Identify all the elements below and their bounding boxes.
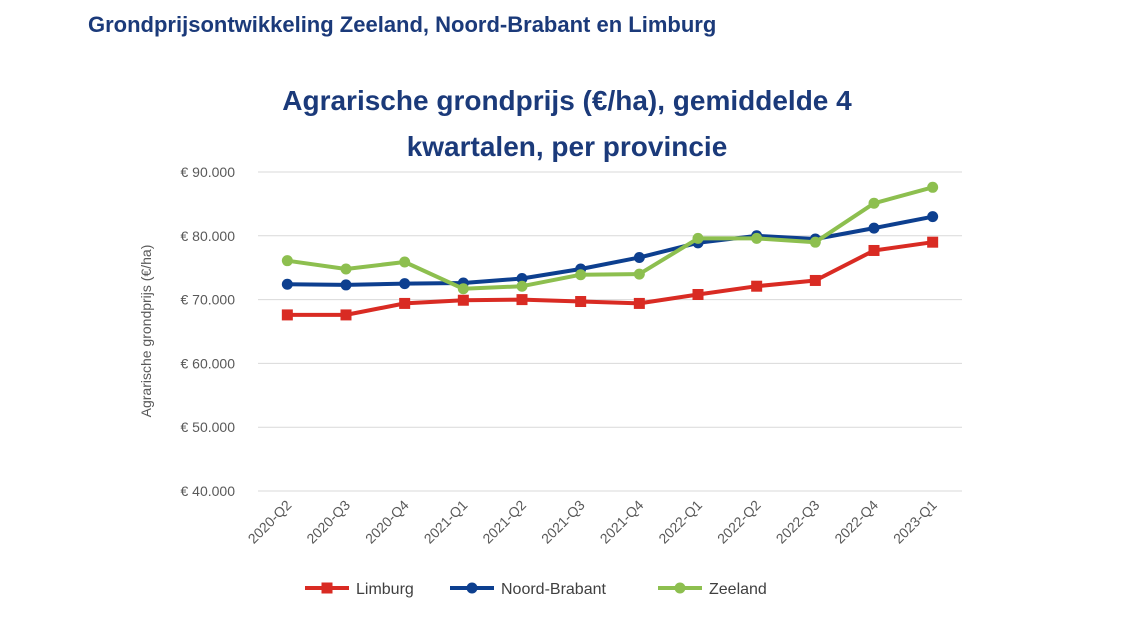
legend-marker-zeeland: [674, 582, 686, 594]
data-point-limburg: [751, 280, 763, 292]
chart-title: Agrarische grondprijs (€/ha), gemiddelde…: [282, 85, 852, 162]
x-tick-label: 2021-Q1: [421, 497, 471, 547]
data-point-noord-brabant: [281, 278, 293, 290]
chart-title-line: Agrarische grondprijs (€/ha), gemiddelde…: [282, 85, 852, 116]
x-tick-label: 2022-Q2: [714, 497, 764, 547]
data-point-limburg: [281, 309, 293, 321]
y-axis-title: Agrarische grondprijs (€/ha): [138, 245, 154, 418]
legend-marker-noord-brabant: [466, 582, 478, 594]
x-tick-label: 2021-Q3: [538, 497, 588, 547]
data-point-zeeland: [281, 255, 293, 267]
data-point-limburg: [633, 297, 645, 309]
data-point-zeeland: [751, 232, 763, 244]
x-tick-label: 2020-Q4: [362, 497, 412, 547]
y-tick-label: € 90.000: [181, 164, 236, 180]
x-tick-label: 2020-Q3: [303, 497, 353, 547]
data-point-limburg: [457, 294, 469, 306]
data-point-noord-brabant: [516, 273, 528, 285]
y-tick-label: € 50.000: [181, 419, 236, 435]
legend-label-noord-brabant: Noord-Brabant: [501, 581, 607, 598]
data-point-zeeland: [868, 197, 880, 209]
data-point-limburg: [927, 236, 939, 248]
data-point-limburg: [809, 274, 821, 286]
chart-legend: Limburg Noord-Brabant Zeeland: [305, 581, 767, 598]
data-point-limburg: [692, 288, 704, 300]
data-point-noord-brabant: [633, 251, 645, 263]
data-point-zeeland: [516, 280, 528, 292]
x-axis-ticks: 2020-Q2 2020-Q3 2020-Q4 2021-Q1 2021-Q2 2021-…: [245, 497, 940, 547]
data-point-zeeland: [692, 232, 704, 244]
x-tick-label: 2022-Q1: [655, 497, 705, 547]
chart-series: [281, 181, 939, 321]
data-point-zeeland: [340, 263, 352, 275]
data-point-noord-brabant: [399, 278, 411, 290]
series-line-limburg: [285, 240, 935, 317]
data-point-zeeland: [457, 283, 469, 295]
y-axis-label: Agrarische grondprijs (€/ha): [138, 245, 154, 418]
data-point-limburg: [340, 309, 352, 321]
x-tick-label: 2022-Q4: [831, 497, 881, 547]
legend-label-zeeland: Zeeland: [709, 581, 767, 598]
data-point-noord-brabant: [340, 279, 352, 291]
x-tick-label: 2021-Q2: [479, 497, 529, 547]
data-point-noord-brabant: [868, 222, 880, 234]
y-tick-label: € 70.000: [181, 292, 236, 308]
data-point-zeeland: [927, 181, 939, 193]
y-tick-label: € 60.000: [181, 355, 236, 371]
x-tick-label: 2023-Q1: [890, 497, 940, 547]
data-point-noord-brabant: [927, 211, 939, 223]
y-tick-label: € 40.000: [181, 483, 236, 499]
slide-title: Grondprijsontwikkeling Zeeland, Noord-Br…: [88, 12, 717, 37]
data-point-limburg: [516, 294, 528, 306]
data-point-zeeland: [809, 236, 821, 248]
legend-label-limburg: Limburg: [356, 581, 414, 598]
legend-marker-limburg: [321, 582, 333, 594]
chart-title-line: kwartalen, per provincie: [407, 131, 728, 162]
x-tick-label: 2020-Q2: [245, 497, 295, 547]
data-point-limburg: [575, 296, 587, 308]
x-tick-label: 2022-Q3: [773, 497, 823, 547]
data-point-zeeland: [399, 256, 411, 268]
data-point-limburg: [399, 297, 411, 309]
y-tick-label: € 80.000: [181, 228, 236, 244]
chart-gridlines: [258, 171, 962, 492]
data-point-limburg: [868, 244, 880, 256]
data-point-zeeland: [633, 268, 645, 280]
data-point-zeeland: [575, 269, 587, 281]
y-axis-ticks: € 40.000 € 50.000 € 60.000 € 70.000 € 80.000…: [181, 164, 236, 499]
x-tick-label: 2021-Q4: [597, 497, 647, 547]
series-line-zeeland: [285, 185, 935, 291]
